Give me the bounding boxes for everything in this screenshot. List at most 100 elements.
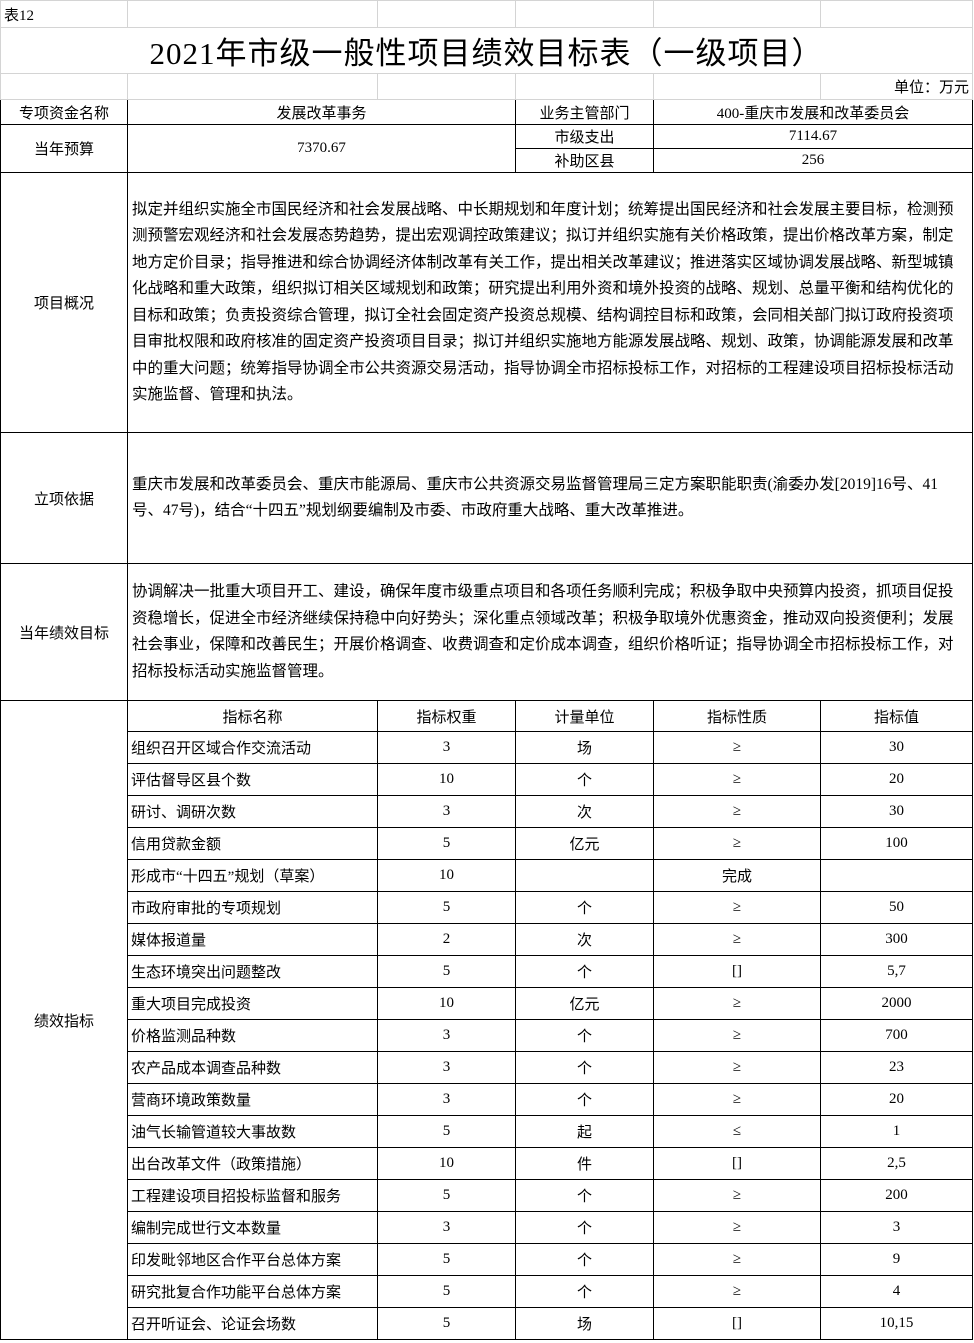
indicator-weight: 5: [377, 1307, 516, 1340]
indicator-weight: 3: [377, 731, 516, 764]
indicator-unit: 起: [515, 1115, 654, 1148]
indicator-nature: ≥: [653, 1243, 821, 1276]
indicator-name: 研讨、调研次数: [127, 795, 378, 828]
indicator-nature: ≥: [653, 1275, 821, 1308]
sheet-label: 表12: [0, 0, 128, 28]
header-value: 指标值: [820, 700, 973, 732]
indicator-unit: 个: [515, 955, 654, 988]
indicator-weight: 10: [377, 859, 516, 892]
indicator-name: 营商环境政策数量: [127, 1083, 378, 1116]
indicator-nature: ≥: [653, 763, 821, 796]
table-row: 营商环境政策数量 3 个 ≥20: [1, 1083, 973, 1116]
indicator-name: 媒体报道量: [127, 923, 378, 956]
budget-value: 7370.67: [127, 124, 516, 173]
indicator-value: 4: [820, 1275, 973, 1308]
indicator-value: 700: [820, 1019, 973, 1052]
dept-value: 400-重庆市发展和改革委员会: [653, 99, 973, 125]
indicator-value: 3: [820, 1211, 973, 1244]
indicator-nature: []: [653, 955, 821, 988]
indicator-weight: 10: [377, 987, 516, 1020]
indicator-weight: 3: [377, 795, 516, 828]
indicator-name: 编制完成世行文本数量: [127, 1211, 378, 1244]
indicator-name: 组织召开区域合作交流活动: [127, 731, 378, 764]
indicator-unit: 个: [515, 1243, 654, 1276]
indicator-value: 300: [820, 923, 973, 956]
indicator-value: 200: [820, 1179, 973, 1212]
dept-label: 业务主管部门: [515, 99, 654, 125]
indicator-nature: ≤: [653, 1115, 821, 1148]
indicator-unit: 场: [515, 1307, 654, 1340]
indicator-name: 农产品成本调查品种数: [127, 1051, 378, 1084]
indicator-nature: []: [653, 1147, 821, 1180]
indicator-name: 市政府审批的专项规划: [127, 891, 378, 924]
indicator-unit: 个: [515, 891, 654, 924]
table-row: 价格监测品种数 3 个 ≥700: [1, 1019, 973, 1052]
table-row: 召开听证会、论证会场数 5 场[] 10,15: [1, 1307, 973, 1340]
city-spend-value: 7114.67: [653, 124, 973, 149]
indicator-nature: ≥: [653, 731, 821, 764]
page-title: 2021年市级一般性项目绩效目标表（一级项目）: [0, 27, 973, 74]
indicator-value: 23: [820, 1051, 973, 1084]
fund-name-value: 发展改革事务: [127, 99, 516, 125]
table-row: 出台改革文件（政策措施） 10 件[] 2,5: [1, 1147, 973, 1180]
budget-label: 当年预算: [0, 124, 128, 173]
indicator-weight: 10: [377, 763, 516, 796]
fund-name-label: 专项资金名称: [0, 99, 128, 125]
indicator-nature: []: [653, 1307, 821, 1340]
indicator-unit: 件: [515, 1147, 654, 1180]
indicator-value: 100: [820, 827, 973, 860]
unit-label: 单位：万元: [820, 73, 973, 100]
indicator-name: 出台改革文件（政策措施）: [127, 1147, 378, 1180]
city-spend-label: 市级支出: [515, 124, 654, 149]
indicator-nature: ≥: [653, 987, 821, 1020]
indicator-weight: 2: [377, 923, 516, 956]
indicator-weight: 5: [377, 1243, 516, 1276]
indicator-name: 工程建设项目招投标监督和服务: [127, 1179, 378, 1212]
overview-text: 拟定并组织实施全市国民经济和社会发展战略、中长期规划和年度计划；统筹提出国民经济…: [127, 172, 973, 433]
indicator-nature: ≥: [653, 1211, 821, 1244]
indicator-value: 2,5: [820, 1147, 973, 1180]
indicator-weight: 10: [377, 1147, 516, 1180]
indicator-unit: 个: [515, 1275, 654, 1308]
indicator-nature: ≥: [653, 1051, 821, 1084]
table-row: 工程建设项目招投标监督和服务 5 个 ≥200: [1, 1179, 973, 1212]
indicator-unit: 个: [515, 1211, 654, 1244]
indicator-nature: ≥: [653, 923, 821, 956]
indicator-value: 5,7: [820, 955, 973, 988]
indicator-unit: 个: [515, 1179, 654, 1212]
overview-label: 项目概况: [0, 172, 128, 433]
basis-label: 立项依据: [0, 432, 128, 564]
indicator-weight: 5: [377, 1179, 516, 1212]
indicator-name: 评估督导区县个数: [127, 763, 378, 796]
indicator-value: 30: [820, 731, 973, 764]
header-unit: 计量单位: [515, 700, 654, 732]
indicator-nature: ≥: [653, 827, 821, 860]
indicator-unit: 亿元: [515, 987, 654, 1020]
indicator-unit: 场: [515, 731, 654, 764]
table-row: 媒体报道量 2 次 ≥300: [1, 923, 973, 956]
table-row: 重大项目完成投资 10 亿元 ≥2000: [1, 987, 973, 1020]
indicator-unit: [515, 859, 654, 892]
subsidy-value: 256: [653, 148, 973, 173]
indicator-nature: ≥: [653, 891, 821, 924]
header-indicator-name: 指标名称: [127, 700, 378, 732]
indicator-value: 50: [820, 891, 973, 924]
indicator-name: 信用贷款金额: [127, 827, 378, 860]
indicator-unit: 次: [515, 923, 654, 956]
header-weight: 指标权重: [377, 700, 516, 732]
indicator-value: [820, 859, 973, 892]
indicator-value: 20: [820, 763, 973, 796]
indicator-name: 印发毗邻地区合作平台总体方案: [127, 1243, 378, 1276]
indicator-name: 形成市“十四五”规划（草案）: [127, 859, 378, 892]
basis-text: 重庆市发展和改革委员会、重庆市能源局、重庆市公共资源交易监督管理局三定方案职能职…: [127, 432, 973, 564]
indicator-unit: 个: [515, 1083, 654, 1116]
indicator-value: 2000: [820, 987, 973, 1020]
indicator-name: 价格监测品种数: [127, 1019, 378, 1052]
indicator-nature: ≥: [653, 1019, 821, 1052]
table-row: 组织召开区域合作交流活动 3 场 ≥30: [1, 731, 973, 764]
goal-label: 当年绩效目标: [0, 563, 128, 701]
indicator-weight: 5: [377, 1115, 516, 1148]
table-row: 市政府审批的专项规划 5 个 ≥50: [1, 891, 973, 924]
indicator-weight: 3: [377, 1019, 516, 1052]
indicator-nature: ≥: [653, 1179, 821, 1212]
